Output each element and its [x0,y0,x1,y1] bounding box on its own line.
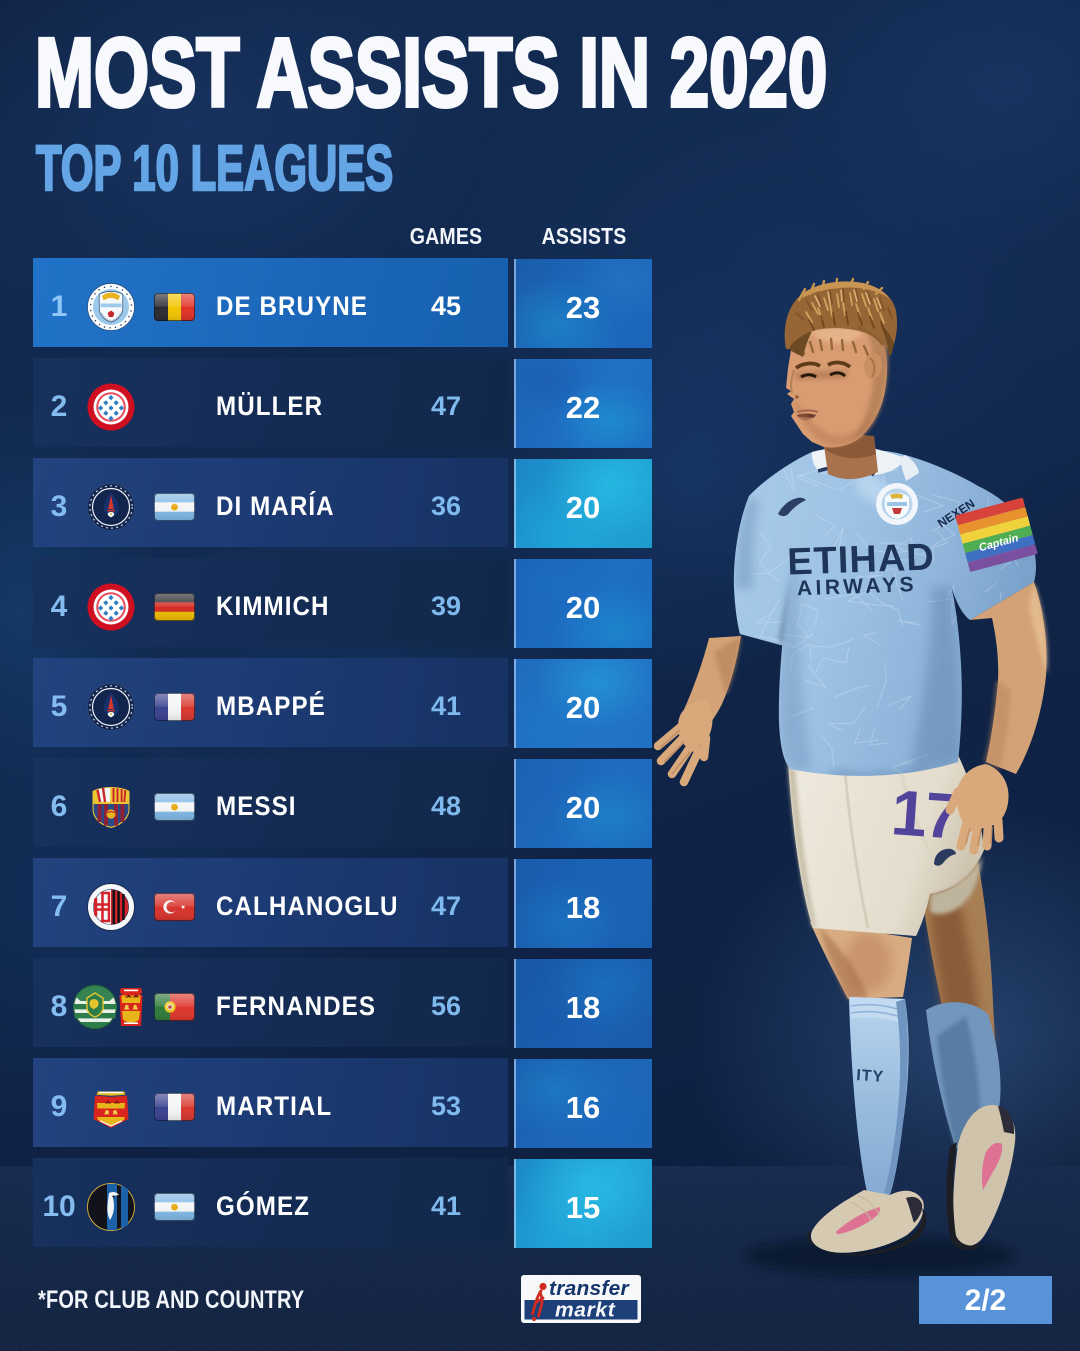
svg-text:ETIHAD: ETIHAD [787,536,936,583]
svg-text:transfer: transfer [549,1277,630,1299]
svg-text:AIRWAYS: AIRWAYS [796,573,917,600]
svg-text:markt: markt [555,1299,616,1321]
svg-text:ITY: ITY [856,1067,885,1086]
